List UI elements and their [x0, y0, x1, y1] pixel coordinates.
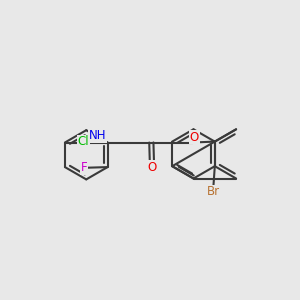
- Text: O: O: [190, 131, 199, 144]
- Text: Br: Br: [207, 185, 220, 198]
- Text: NH: NH: [88, 129, 106, 142]
- Text: Cl: Cl: [77, 135, 89, 148]
- Text: O: O: [147, 161, 157, 174]
- Text: F: F: [81, 161, 88, 174]
